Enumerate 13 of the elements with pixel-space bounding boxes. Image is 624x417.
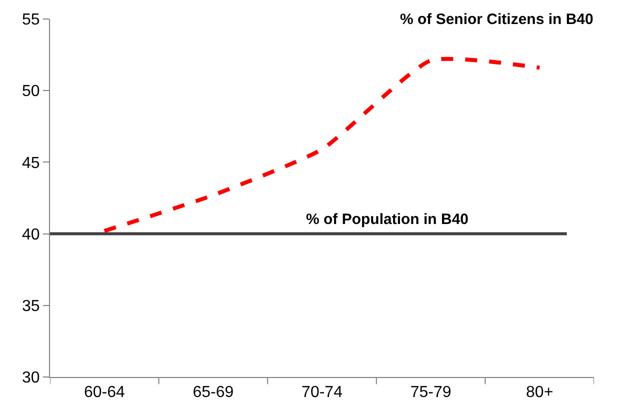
y-tick-label: 50 [22,83,40,100]
x-tick-label: 60-64 [84,384,125,402]
y-tick-label: 35 [22,298,40,315]
y-tick-label: 40 [22,226,40,244]
x-tick-label: 70-74 [302,384,343,402]
text: % of Senior Citizens in B40 [400,11,594,28]
y-tick-label: 55 [22,12,40,29]
y-tick-label: 45 [22,154,40,172]
x-tick-label: 80+ [526,384,554,402]
x-tick-label: 75-79 [410,384,452,402]
y-tick-label: 30 [22,370,40,387]
ref-line-label: % of Population in B40 [306,211,469,228]
x-tick-label: 65-69 [192,384,234,402]
